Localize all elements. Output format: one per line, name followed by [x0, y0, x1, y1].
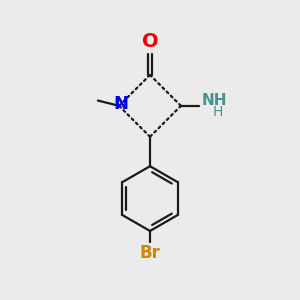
Text: N: N — [113, 95, 128, 113]
Text: H: H — [213, 105, 223, 119]
Text: NH: NH — [202, 93, 227, 108]
Text: O: O — [142, 32, 158, 51]
Text: Br: Br — [140, 244, 160, 262]
